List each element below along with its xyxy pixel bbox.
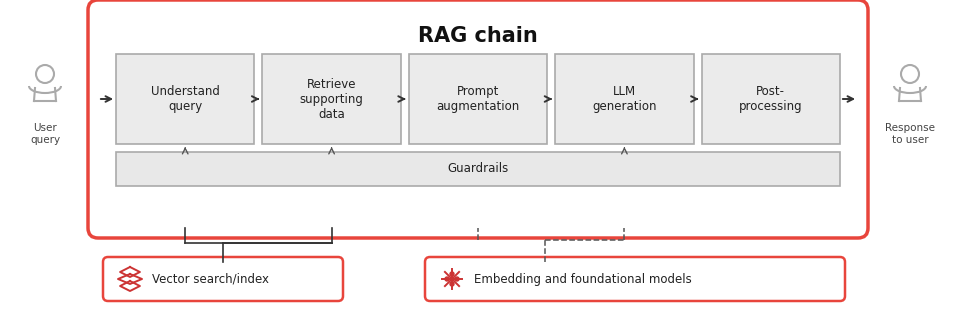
- FancyBboxPatch shape: [262, 54, 400, 144]
- FancyBboxPatch shape: [88, 0, 868, 238]
- Circle shape: [450, 282, 454, 286]
- Text: Understand
query: Understand query: [151, 85, 220, 113]
- FancyBboxPatch shape: [425, 257, 845, 301]
- Circle shape: [445, 277, 449, 281]
- Text: Prompt
augmentation: Prompt augmentation: [437, 85, 519, 113]
- Circle shape: [455, 277, 459, 281]
- Text: User
query: User query: [30, 123, 60, 144]
- Text: RAG chain: RAG chain: [419, 26, 538, 46]
- Text: Guardrails: Guardrails: [447, 163, 509, 175]
- Text: Response
to user: Response to user: [885, 123, 935, 144]
- Text: Retrieve
supporting
data: Retrieve supporting data: [300, 77, 364, 120]
- Text: Vector search/index: Vector search/index: [152, 272, 269, 285]
- FancyBboxPatch shape: [103, 257, 343, 301]
- Text: Embedding and foundational models: Embedding and foundational models: [474, 272, 692, 285]
- FancyBboxPatch shape: [116, 54, 254, 144]
- FancyBboxPatch shape: [116, 152, 840, 186]
- Circle shape: [450, 272, 454, 276]
- Text: Post-
processing: Post- processing: [739, 85, 803, 113]
- Text: LLM
generation: LLM generation: [592, 85, 657, 113]
- FancyBboxPatch shape: [409, 54, 547, 144]
- FancyBboxPatch shape: [555, 54, 693, 144]
- FancyBboxPatch shape: [702, 54, 840, 144]
